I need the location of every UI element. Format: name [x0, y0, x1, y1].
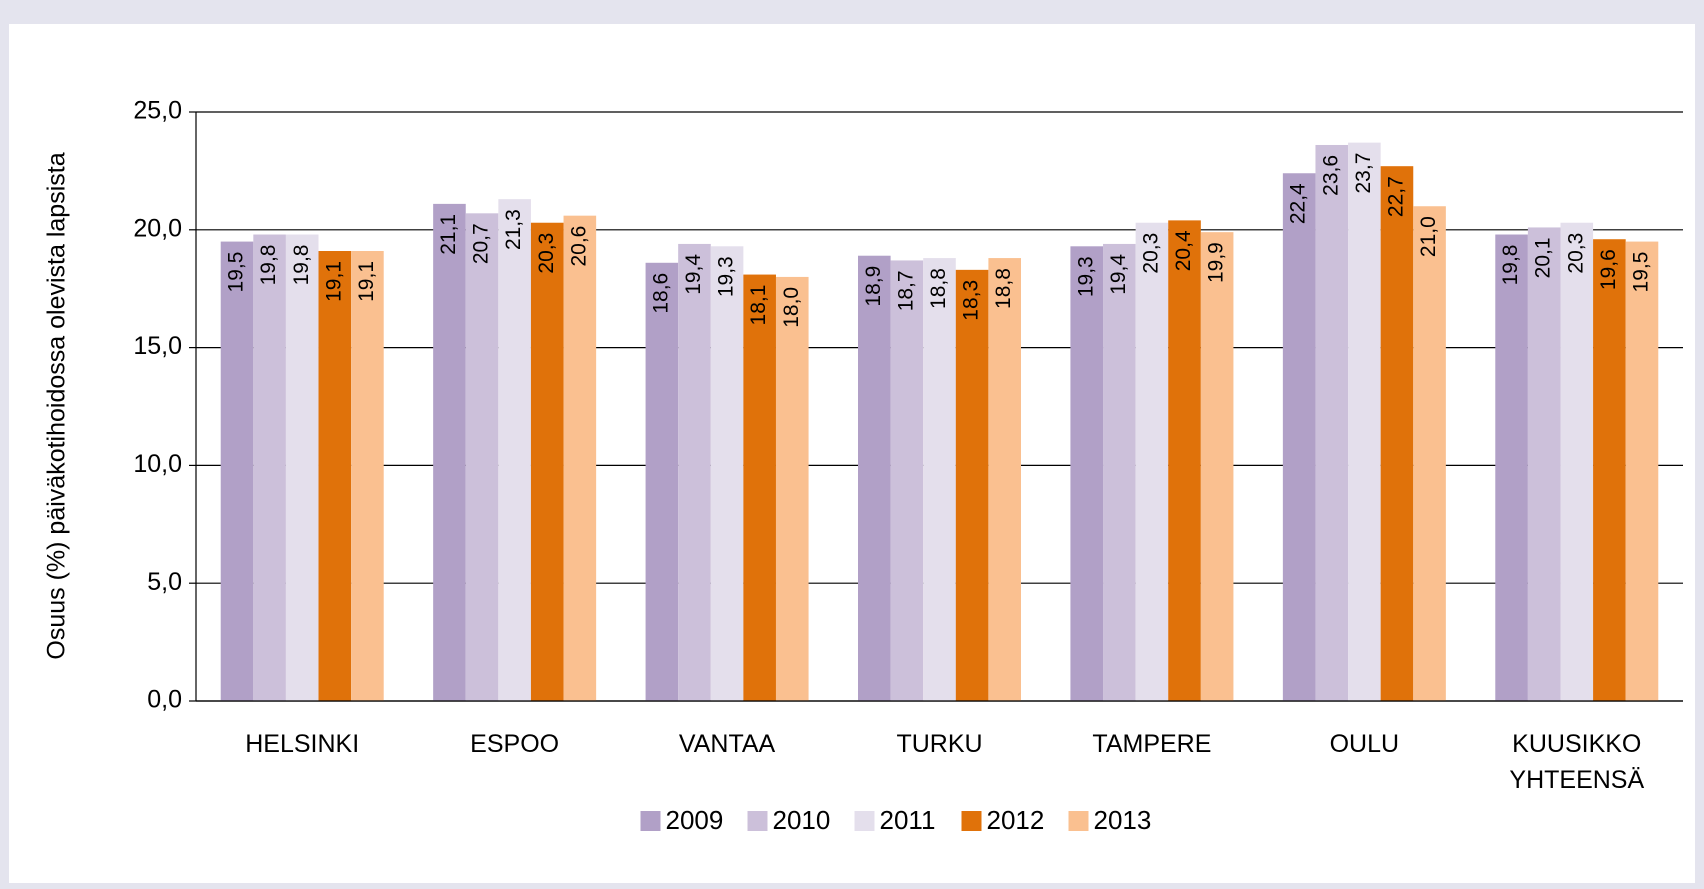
bar: [1315, 144, 1349, 701]
data-label: 20,3: [1564, 233, 1587, 274]
legend-swatch: [961, 811, 982, 831]
legend-label: 2012: [987, 805, 1045, 835]
data-label: 18,6: [649, 273, 672, 314]
data-label: 19,1: [355, 261, 378, 302]
bar: [743, 274, 776, 701]
data-label: 22,7: [1385, 176, 1408, 217]
bar: [1282, 173, 1316, 702]
bar: [1348, 142, 1381, 702]
data-label: 19,6: [1597, 249, 1620, 290]
data-label: 20,7: [470, 223, 493, 264]
data-label: 19,8: [257, 245, 280, 286]
bar: [1200, 232, 1234, 701]
bar: [955, 269, 989, 701]
data-label: 19,3: [1074, 256, 1097, 297]
data-label: 20,4: [1172, 230, 1195, 271]
data-label: 18,0: [780, 287, 803, 328]
x-tick-label: TURKU: [896, 730, 983, 758]
legend-label: 2010: [773, 805, 831, 835]
bar: [645, 262, 679, 701]
data-label: 19,5: [1630, 252, 1653, 293]
data-label: 23,6: [1319, 155, 1342, 196]
bar: [710, 246, 744, 702]
bar: [285, 234, 319, 701]
bar: [318, 251, 352, 701]
bar: [1413, 206, 1446, 702]
bar: [1625, 241, 1659, 701]
data-label: 18,7: [894, 270, 917, 311]
data-label: 18,9: [862, 266, 885, 307]
data-label: 19,4: [682, 254, 705, 295]
data-label: 20,1: [1532, 237, 1555, 278]
x-tick-label: HELSINKI: [245, 730, 360, 758]
y-tick-label: 20,0: [133, 214, 182, 242]
bar: [1380, 166, 1414, 702]
data-label: 22,4: [1287, 183, 1310, 224]
data-label: 19,8: [290, 245, 313, 286]
data-label: 23,7: [1352, 153, 1375, 194]
bar: [858, 255, 891, 701]
bar: [465, 213, 499, 702]
bar: [923, 258, 956, 701]
data-label: 19,8: [1499, 245, 1522, 286]
y-tick-label: 25,0: [133, 97, 182, 125]
x-tick-label: ESPOO: [470, 730, 560, 758]
data-label: 21,3: [502, 209, 525, 250]
legend-swatch: [854, 811, 875, 831]
bar: [988, 258, 1021, 701]
data-label: 18,8: [927, 268, 950, 309]
legend-label: 2009: [666, 805, 724, 835]
x-tick-label: TAMPERE: [1092, 730, 1212, 758]
y-tick-label: 0,0: [147, 686, 182, 714]
y-axis-label: Osuus (%) päiväkotihoidossa olevista lap…: [43, 152, 71, 659]
legend-label: 2013: [1094, 805, 1152, 835]
bar: [1527, 227, 1561, 701]
bar: [678, 243, 711, 701]
data-label: 19,4: [1107, 254, 1130, 295]
bar: [1495, 234, 1528, 701]
data-label: 21,0: [1417, 216, 1440, 257]
data-label: 18,1: [747, 285, 770, 326]
bar: [1103, 243, 1136, 701]
data-label: 20,3: [1139, 233, 1162, 274]
bar: [351, 251, 384, 701]
data-label: 19,9: [1205, 242, 1228, 283]
data-label: 19,1: [322, 261, 345, 302]
bar: [563, 215, 597, 701]
bar: [220, 241, 254, 701]
bar: [433, 203, 466, 701]
bar: [775, 276, 809, 701]
legend-swatch: [747, 811, 768, 831]
data-label: 20,3: [535, 233, 558, 274]
y-tick-label: 15,0: [133, 332, 182, 360]
bar: [530, 222, 564, 701]
data-label: 20,6: [567, 226, 590, 267]
y-tick-label: 5,0: [147, 568, 182, 596]
bar: [498, 199, 531, 701]
bar: [1593, 239, 1626, 701]
legend-swatch: [1068, 811, 1089, 831]
data-label: 21,1: [437, 214, 460, 255]
bar: [253, 234, 286, 701]
x-tick-label: OULU: [1329, 730, 1400, 758]
bar: [1135, 222, 1169, 701]
x-tick-label: VANTAA: [678, 730, 776, 758]
data-label: 18,8: [992, 268, 1015, 309]
bar: [890, 260, 924, 701]
x-tick-label: KUUSIKKO YHTEENSÄ: [1509, 730, 1645, 794]
bar: [1070, 246, 1104, 702]
bar: [1168, 220, 1201, 701]
data-label: 18,3: [960, 280, 983, 321]
legend-label: 2011: [880, 805, 936, 835]
data-label: 19,3: [715, 256, 738, 297]
y-tick-label: 10,0: [133, 450, 182, 478]
legend-swatch: [640, 811, 661, 831]
bar: [1560, 222, 1594, 701]
data-label: 19,5: [225, 252, 248, 293]
